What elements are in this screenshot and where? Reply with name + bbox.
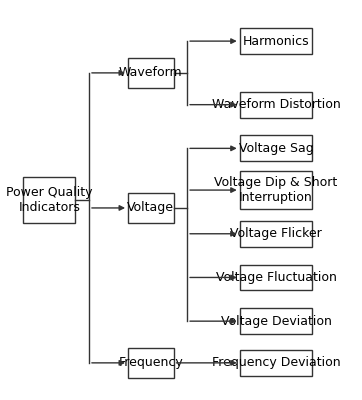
FancyBboxPatch shape (240, 350, 312, 376)
FancyBboxPatch shape (240, 308, 312, 334)
FancyBboxPatch shape (240, 92, 312, 118)
FancyBboxPatch shape (240, 171, 312, 209)
FancyBboxPatch shape (23, 177, 76, 223)
Text: Voltage Fluctuation: Voltage Fluctuation (215, 271, 336, 284)
Text: Voltage Deviation: Voltage Deviation (220, 315, 332, 328)
FancyBboxPatch shape (128, 193, 174, 223)
Text: Power Quality
Indicators: Power Quality Indicators (6, 186, 93, 214)
Text: Frequency: Frequency (118, 356, 183, 369)
FancyBboxPatch shape (128, 348, 174, 378)
FancyBboxPatch shape (240, 28, 312, 54)
Text: Harmonics: Harmonics (243, 35, 309, 48)
FancyBboxPatch shape (128, 58, 174, 88)
Text: Waveform: Waveform (119, 66, 182, 79)
FancyBboxPatch shape (240, 136, 312, 161)
Text: Frequency Deviation: Frequency Deviation (212, 356, 340, 369)
Text: Voltage Flicker: Voltage Flicker (230, 227, 322, 240)
Text: Waveform Distortion: Waveform Distortion (212, 98, 340, 111)
Text: Voltage: Voltage (127, 202, 174, 214)
FancyBboxPatch shape (240, 264, 312, 290)
Text: Voltage Sag: Voltage Sag (239, 142, 313, 155)
FancyBboxPatch shape (240, 221, 312, 247)
Text: Voltage Dip & Short
Interruption: Voltage Dip & Short Interruption (214, 176, 338, 204)
